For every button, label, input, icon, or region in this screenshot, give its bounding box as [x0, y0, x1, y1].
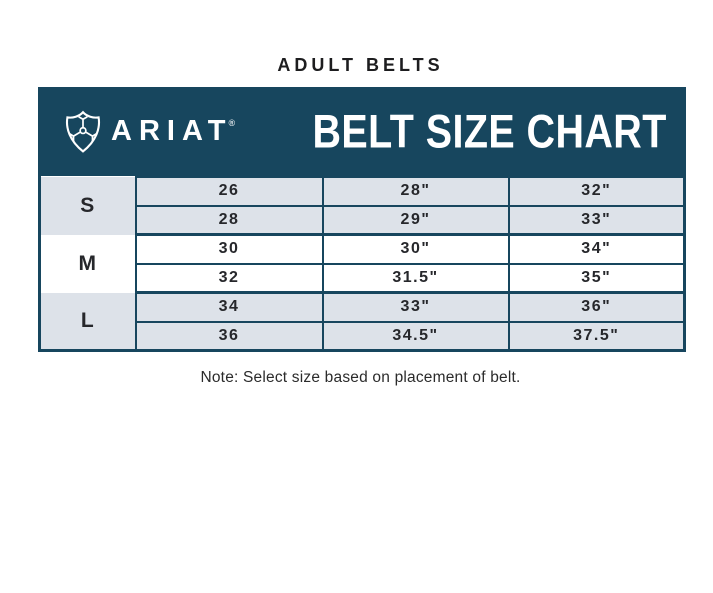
- footnote: Note: Select size based on placement of …: [200, 369, 521, 386]
- table-row: S 26 28" 32": [39, 176, 685, 235]
- header-banner: ARIAT ® BELT SIZE CHART: [38, 87, 683, 176]
- table-row: 32 31.5" 35": [40, 263, 685, 294]
- table-row: L 34 33" 36": [39, 292, 685, 351]
- size-cell-m: M: [39, 234, 137, 293]
- waist-value: 29": [321, 205, 509, 236]
- waist-value: 28": [321, 176, 509, 207]
- breech-value: 30: [134, 234, 323, 265]
- breech-value: 34: [134, 292, 323, 323]
- brand-name: ARIAT: [111, 115, 233, 147]
- breech-value: 36: [134, 321, 323, 351]
- table-row: 36 34.5" 37.5": [40, 321, 685, 351]
- hip-value: 36": [507, 292, 685, 323]
- hip-value: 34": [507, 234, 685, 265]
- hip-value: 32": [507, 176, 685, 207]
- breech-value: 32: [134, 263, 323, 294]
- hip-value: 37.5": [507, 321, 685, 351]
- ariat-shield-icon: [64, 109, 102, 155]
- table-row: 28 29" 33": [40, 205, 685, 236]
- breech-value: 26: [134, 176, 323, 207]
- breech-value: 28: [134, 205, 323, 236]
- size-cell-s: S: [39, 176, 137, 235]
- waist-value: 30": [321, 234, 509, 265]
- hip-value: 35": [507, 263, 685, 294]
- waist-value: 31.5": [321, 263, 509, 294]
- waist-value: 33": [321, 292, 509, 323]
- registered-trademark: ®: [228, 118, 236, 128]
- waist-value: 34.5": [321, 321, 509, 351]
- page-title: BELT SIZE CHART: [312, 103, 667, 157]
- brand-wordmark: ARIAT ®: [111, 115, 235, 148]
- hip-value: 33": [507, 205, 685, 236]
- size-cell-l: L: [39, 292, 137, 351]
- table-row: M 30 30" 34": [39, 234, 685, 293]
- section-title: ADULT BELTS: [277, 55, 444, 75]
